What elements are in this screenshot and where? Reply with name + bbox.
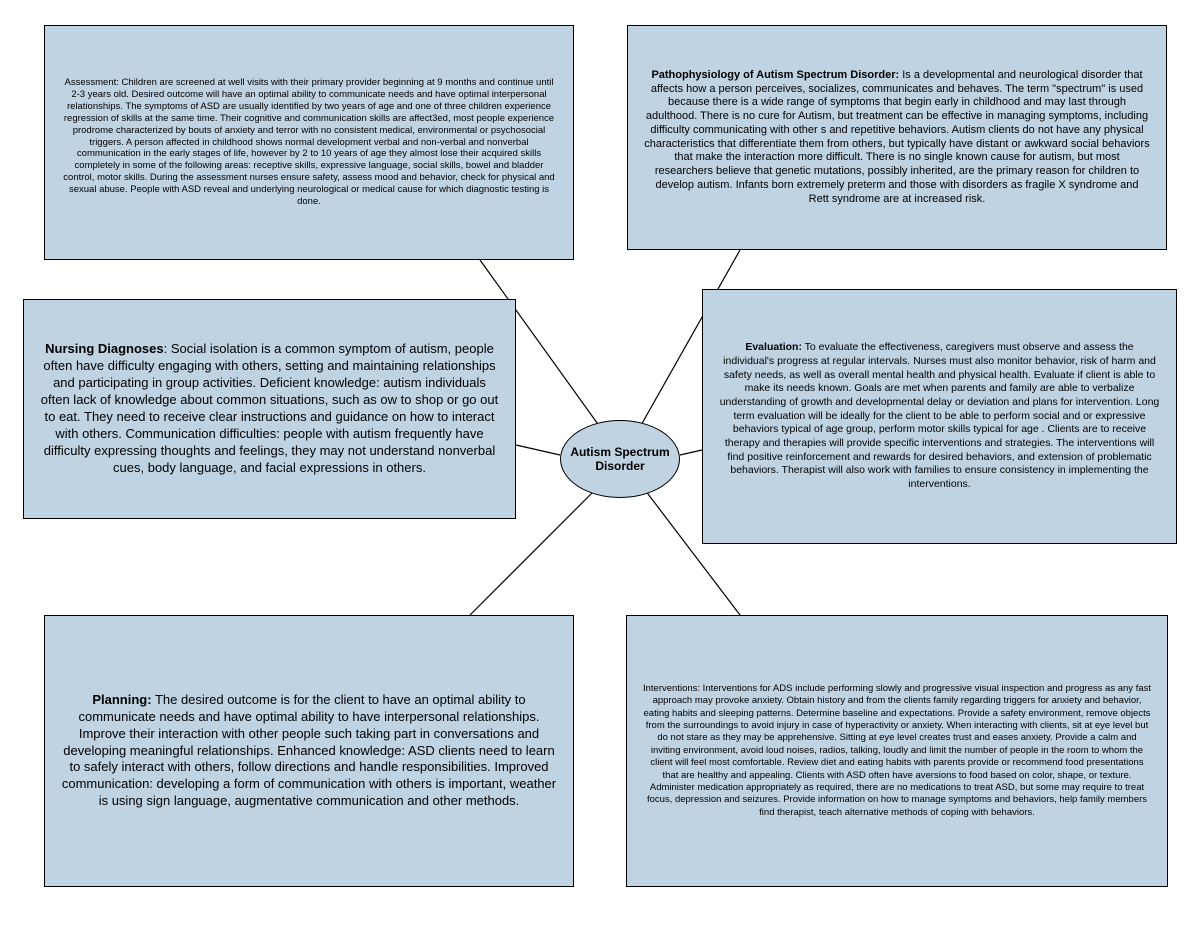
node-text: Assessment: Children are screened at wel…	[61, 77, 557, 208]
node-body: Interventions for ADS include performing…	[644, 683, 1151, 817]
node-body: The desired outcome is for the client to…	[62, 692, 556, 808]
node-body: Children are screened at well visits wit…	[63, 77, 554, 207]
node-heading: Assessment:	[65, 77, 119, 88]
node-planning: Planning: The desired outcome is for the…	[44, 615, 574, 887]
node-text: Evaluation: To evaluate the effectivenes…	[719, 341, 1160, 491]
node-heading: Evaluation:	[745, 341, 802, 353]
node-nursing: Nursing Diagnoses: Social isolation is a…	[23, 299, 516, 519]
node-text: Pathophysiology of Autism Spectrum Disor…	[644, 69, 1150, 207]
node-text: Nursing Diagnoses: Social isolation is a…	[40, 341, 499, 476]
node-text: Planning: The desired outcome is for the…	[61, 692, 557, 810]
node-heading: Pathophysiology of Autism Spectrum Disor…	[651, 69, 899, 81]
node-heading: Planning:	[92, 692, 151, 707]
node-body: To evaluate the effectiveness, caregiver…	[720, 341, 1160, 489]
center-node: Autism Spectrum Disorder	[560, 420, 680, 498]
node-heading: Interventions:	[643, 683, 700, 694]
node-pathophysiology: Pathophysiology of Autism Spectrum Disor…	[627, 25, 1167, 250]
node-body: : Social isolation is a common symptom o…	[41, 341, 498, 474]
concept-map-canvas: { "diagram": { "type": "concept-map", "b…	[0, 0, 1200, 927]
node-assessment: Assessment: Children are screened at wel…	[44, 25, 574, 260]
node-heading: Nursing Diagnoses	[45, 341, 163, 356]
node-body: Is a developmental and neurological diso…	[644, 69, 1149, 205]
node-text: Interventions: Interventions for ADS inc…	[643, 683, 1151, 819]
node-interventions: Interventions: Interventions for ADS inc…	[626, 615, 1168, 887]
node-evaluation: Evaluation: To evaluate the effectivenes…	[702, 289, 1177, 544]
center-label: Autism Spectrum Disorder	[567, 445, 673, 473]
